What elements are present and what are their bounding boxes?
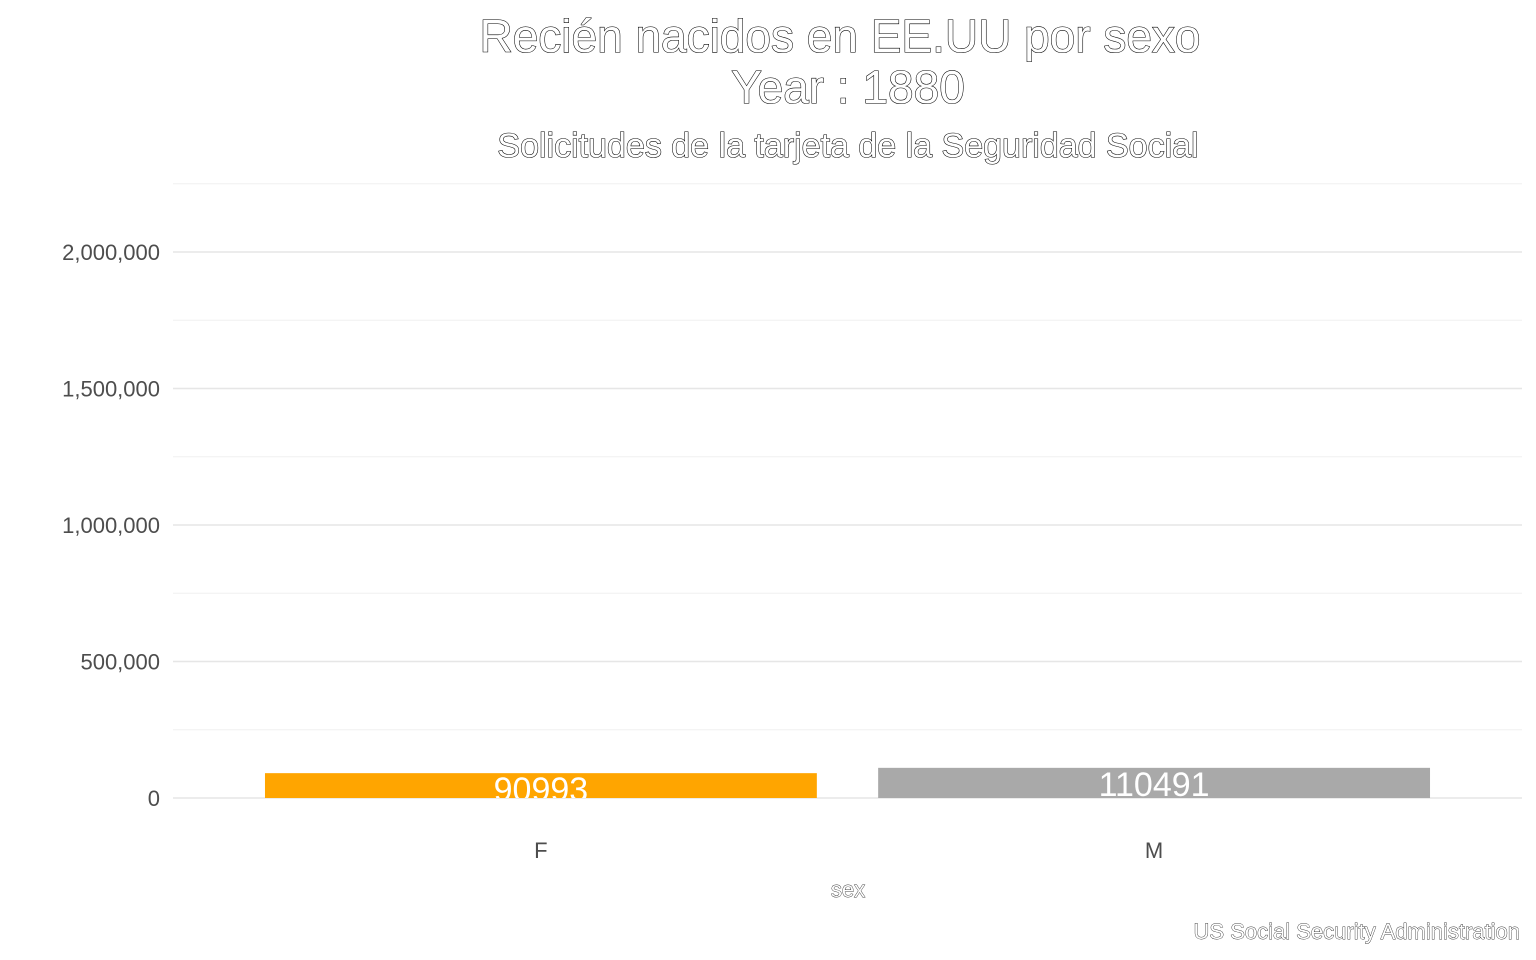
chart-caption: US Social Security Administration <box>1194 919 1520 944</box>
y-tick-label: 1,000,000 <box>62 513 160 538</box>
x-axis-title: sex <box>831 877 865 902</box>
y-tick-label: 0 <box>148 786 160 811</box>
bar-f <box>264 773 817 798</box>
chart-title-year: Year : 1880 <box>731 61 965 113</box>
bar-m <box>878 767 1431 798</box>
y-tick-label: 500,000 <box>80 650 160 675</box>
x-tick-label: F <box>534 838 547 863</box>
data-label-m: 110491 <box>1099 766 1210 804</box>
grid-lines <box>173 183 1522 799</box>
y-axis-ticks: 0 500,000 1,000,000 1,500,000 2,000,000 <box>62 240 160 811</box>
bars <box>264 767 1431 798</box>
y-tick-label: 2,000,000 <box>62 240 160 265</box>
y-tick-label: 1,500,000 <box>62 377 160 402</box>
data-label-f: 90993 <box>494 771 589 809</box>
chart-subtitle: Solicitudes de la tarjeta de la Segurida… <box>497 127 1198 165</box>
chart-title: Recién nacidos en EE.UU por sexo <box>479 10 1200 62</box>
bar-data-labels: 90993 110491 <box>494 766 1210 809</box>
x-tick-label: M <box>1145 838 1163 863</box>
